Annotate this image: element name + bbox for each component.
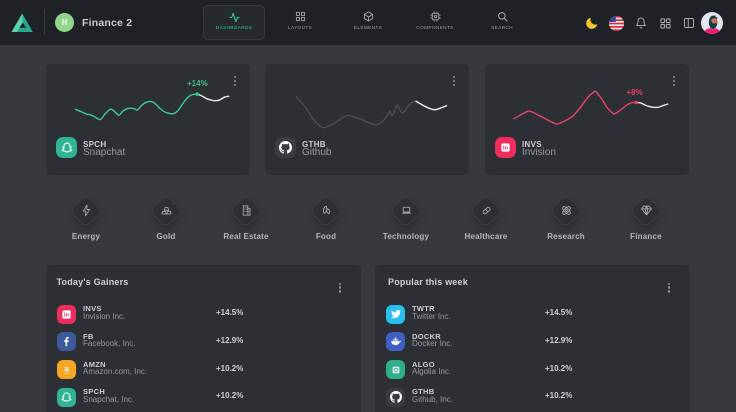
svg-text:In: In <box>64 312 70 318</box>
svg-text:In: In <box>503 146 509 152</box>
svg-text:a: a <box>64 364 69 373</box>
